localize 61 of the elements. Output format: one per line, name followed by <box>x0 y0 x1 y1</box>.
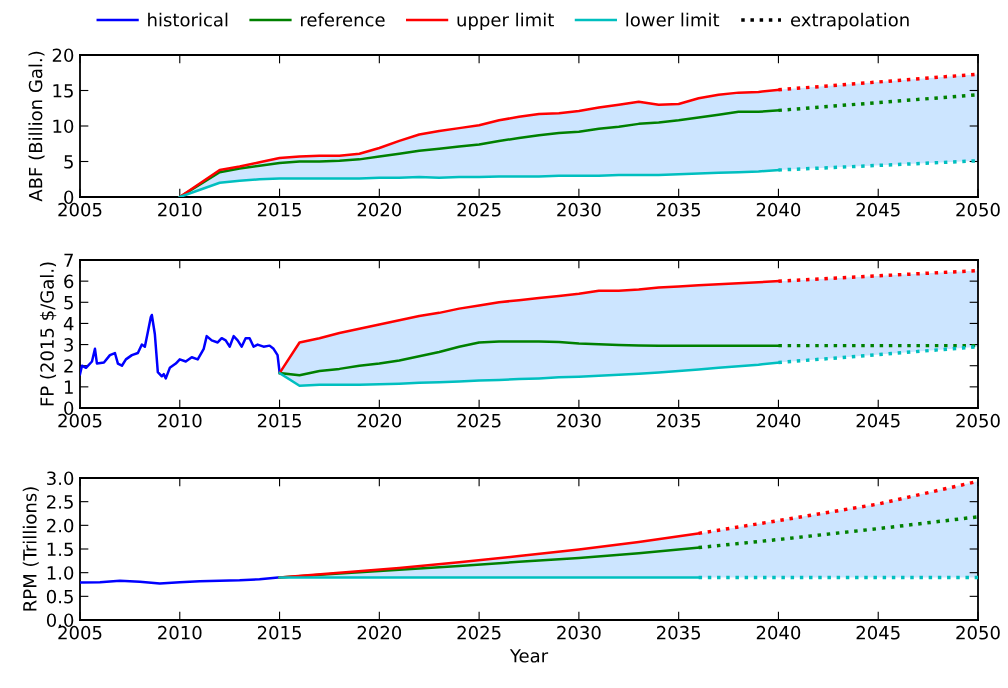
y-tick-label: 4 <box>63 317 74 331</box>
x-tick-label: 2035 <box>657 625 701 640</box>
y-tick-label: 6 <box>64 274 74 289</box>
y-tick-label: 0.0 <box>46 613 74 628</box>
y-tick-label: 20 <box>52 48 74 63</box>
y-tick-label: 3.0 <box>47 471 74 486</box>
x-tick-label: 2020 <box>357 202 402 217</box>
x-tick-label: 2015 <box>257 625 301 640</box>
x-tick-label: 2040 <box>756 202 801 217</box>
x-tick-label: 2040 <box>756 625 801 640</box>
y-tick-label: 0 <box>64 401 74 416</box>
x-tick-label: 2015 <box>257 413 301 428</box>
y-tick-label: 5 <box>64 295 73 310</box>
x-axis-title: Year <box>509 649 549 663</box>
legend-label: upper limit <box>457 12 554 31</box>
x-tick-label: 2005 <box>58 413 102 428</box>
y-tick-label: 5 <box>64 155 73 169</box>
y-tick-label: 1.0 <box>47 566 74 580</box>
x-tick-label: 2050 <box>956 413 1000 428</box>
y-tick-label: 7 <box>64 253 73 267</box>
x-tick-label: 2005 <box>58 202 102 217</box>
y-axis-title: ABF (Billion Gal.) <box>28 51 45 202</box>
x-tick-label: 2045 <box>856 202 900 217</box>
x-tick-label: 2030 <box>557 202 601 217</box>
legend-label: historical <box>148 12 228 27</box>
y-tick-label: 3 <box>64 338 73 352</box>
x-tick-label: 2040 <box>756 413 801 428</box>
x-tick-label: 2025 <box>457 413 501 428</box>
x-tick-label: 2020 <box>357 625 402 640</box>
x-tick-label: 2005 <box>58 625 102 640</box>
y-tick-label: 2 <box>64 359 73 373</box>
y-tick-label: 1.5 <box>47 542 73 557</box>
x-tick-label: 2050 <box>956 625 1000 640</box>
y-tick-label: 10 <box>53 119 74 134</box>
y-tick-label: 15 <box>53 84 73 98</box>
x-tick-label: 2020 <box>357 413 402 428</box>
x-tick-label: 2035 <box>657 202 701 217</box>
legend-label: extrapolation <box>790 12 909 31</box>
y-axis-title: FP (2015 $/Gal.) <box>39 262 57 406</box>
x-tick-label: 2030 <box>557 625 601 640</box>
legend-label: reference <box>301 12 385 27</box>
line-series <box>80 576 281 585</box>
y-tick-label: 0.5 <box>46 589 73 604</box>
x-tick-label: 2030 <box>557 413 601 428</box>
y-axis-title: RPM (Trillions) <box>22 487 39 611</box>
x-tick-label: 2035 <box>657 413 701 428</box>
x-tick-label: 2045 <box>856 625 900 640</box>
y-tick-label: 0 <box>64 190 74 205</box>
x-tick-label: 2025 <box>457 202 501 217</box>
y-tick-label: 1 <box>64 380 73 394</box>
legend-label: lower limit <box>626 12 720 27</box>
y-tick-label: 2.5 <box>47 495 73 509</box>
x-tick-label: 2050 <box>956 202 1000 217</box>
x-tick-label: 2010 <box>158 202 202 217</box>
x-tick-label: 2010 <box>158 413 202 428</box>
x-tick-label: 2045 <box>856 413 900 428</box>
x-tick-label: 2015 <box>257 202 301 217</box>
y-tick-label: 2.0 <box>47 518 74 533</box>
x-tick-label: 2025 <box>457 625 501 640</box>
line-series <box>80 313 281 380</box>
x-tick-label: 2010 <box>158 625 202 640</box>
